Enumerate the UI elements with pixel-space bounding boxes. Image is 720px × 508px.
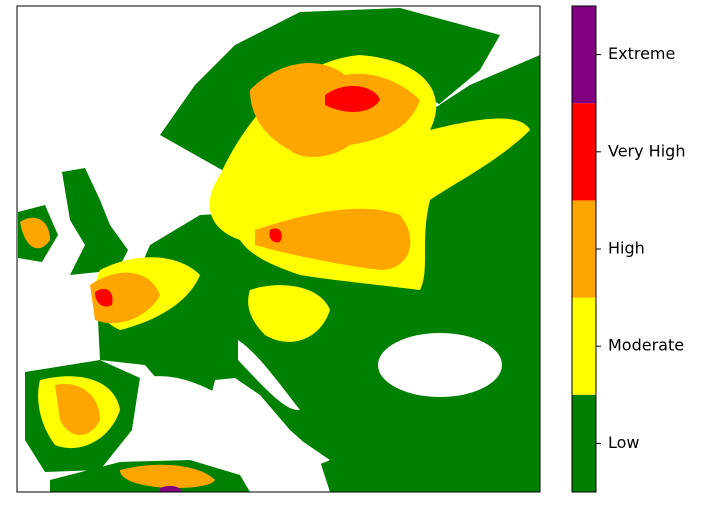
- extreme-area: [160, 485, 182, 492]
- sea: [132, 376, 330, 470]
- moderate-area: [248, 285, 330, 342]
- legend-swatch: [572, 200, 596, 298]
- high-area: [20, 217, 50, 249]
- map-frame: [16, 5, 541, 493]
- very-high-area: [95, 288, 113, 307]
- high-area: [90, 272, 160, 324]
- colorbar-frame: [571, 5, 597, 493]
- high-area: [255, 208, 411, 270]
- legend-swatch: [572, 103, 596, 201]
- legend-label: High: [608, 239, 645, 258]
- land: [62, 168, 128, 275]
- legend-label: Very High: [608, 141, 685, 160]
- legend-label: Low: [608, 433, 640, 452]
- colorbar: Low Moderate High Very High Extreme: [571, 5, 685, 493]
- high-area: [250, 63, 420, 157]
- very-high-area: [269, 228, 282, 243]
- very-high-area: [325, 85, 380, 112]
- high-area: [120, 464, 215, 489]
- legend-label: Extreme: [608, 44, 675, 63]
- legend-swatch: [572, 6, 596, 104]
- legend-label: Moderate: [608, 336, 684, 355]
- legend-swatch: [572, 297, 596, 395]
- sea: [378, 333, 502, 397]
- sea: [238, 340, 300, 411]
- legend-swatch: [572, 394, 596, 492]
- map: [17, 6, 540, 492]
- high-area: [55, 384, 100, 435]
